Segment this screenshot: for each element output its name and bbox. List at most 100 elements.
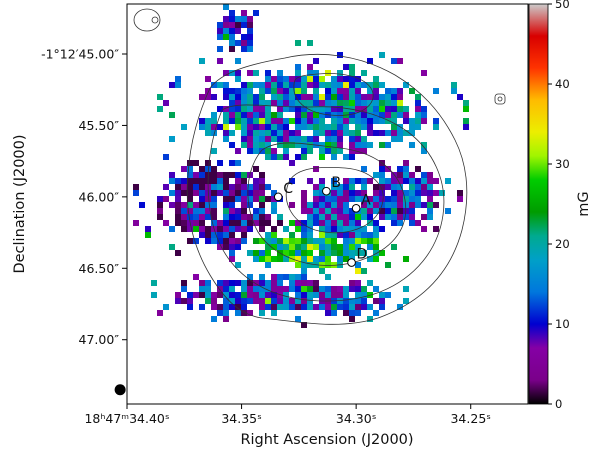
heatmap-cell: [265, 142, 271, 148]
heatmap-cell: [271, 88, 277, 94]
heatmap-cell: [247, 214, 253, 220]
heatmap-cell: [199, 166, 205, 172]
heatmap-cell: [403, 166, 409, 172]
heatmap-cell: [163, 154, 169, 160]
heatmap-cell: [247, 70, 253, 76]
heatmap-cell: [223, 292, 229, 298]
heatmap-cell: [373, 232, 379, 238]
heatmap-cell: [433, 226, 439, 232]
heatmap-cell: [301, 190, 307, 196]
contour-north-blob: [293, 73, 374, 116]
heatmap-cell: [367, 256, 373, 262]
heatmap-cell: [193, 202, 199, 208]
heatmap-cell: [271, 256, 277, 262]
heatmap-cell: [343, 94, 349, 100]
heatmap-cell: [175, 196, 181, 202]
heatmap-cell: [355, 94, 361, 100]
heatmap-cell: [295, 316, 301, 322]
heatmap-cell: [253, 178, 259, 184]
heatmap-cell: [241, 178, 247, 184]
heatmap-cell: [199, 178, 205, 184]
heatmap-cell: [379, 196, 385, 202]
heatmap-cell: [331, 250, 337, 256]
heatmap-cell: [259, 280, 265, 286]
heatmap-cell: [349, 178, 355, 184]
heatmap-cell: [253, 292, 259, 298]
heatmap-cell: [217, 190, 223, 196]
heatmap-cell: [331, 100, 337, 106]
heatmap-cell: [403, 190, 409, 196]
heatmap-cell: [343, 76, 349, 82]
heatmap-cell: [361, 100, 367, 106]
heatmap-cell: [301, 142, 307, 148]
heatmap-cell: [205, 226, 211, 232]
heatmap-cell: [373, 100, 379, 106]
heatmap-cell: [457, 94, 463, 100]
heatmap-cell: [283, 88, 289, 94]
heatmap-cell: [265, 82, 271, 88]
heatmap-cell: [349, 226, 355, 232]
heatmap-cell: [235, 28, 241, 34]
heatmap-cell: [349, 250, 355, 256]
heatmap-cell: [163, 184, 169, 190]
heatmap-cell: [391, 208, 397, 214]
heatmap-cell: [421, 118, 427, 124]
heatmap-cell: [409, 190, 415, 196]
heatmap-cell: [241, 22, 247, 28]
heatmap-cell: [247, 88, 253, 94]
heatmap-cell: [337, 226, 343, 232]
heatmap-cell: [415, 124, 421, 130]
heatmap-cell: [247, 274, 253, 280]
heatmap-cell: [391, 88, 397, 94]
heatmap-cell: [199, 286, 205, 292]
heatmap-cell: [307, 244, 313, 250]
heatmap-cell: [289, 178, 295, 184]
heatmap-cell: [247, 190, 253, 196]
heatmap-cell: [295, 100, 301, 106]
heatmap-cell: [343, 250, 349, 256]
heatmap-cell: [343, 298, 349, 304]
heatmap-cell: [367, 112, 373, 118]
heatmap-cell: [313, 130, 319, 136]
heatmap-cell: [307, 70, 313, 76]
heatmap-cell: [271, 292, 277, 298]
heatmap-cell: [271, 190, 277, 196]
heatmap-cell: [253, 142, 259, 148]
heatmap-cell: [307, 118, 313, 124]
heatmap-cell: [205, 286, 211, 292]
heatmap-cell: [265, 232, 271, 238]
heatmap-cell: [379, 292, 385, 298]
heatmap-cell: [211, 118, 217, 124]
heatmap-cell: [319, 238, 325, 244]
heatmap-cell: [205, 208, 211, 214]
heatmap-cell: [205, 76, 211, 82]
heatmap-cell: [301, 124, 307, 130]
heatmap-cell: [277, 124, 283, 130]
heatmap-cell: [241, 16, 247, 22]
heatmap-cell: [307, 94, 313, 100]
heatmap-cell: [349, 112, 355, 118]
heatmap-cell: [205, 214, 211, 220]
contour-inner: [247, 142, 407, 266]
heatmap-cell: [379, 130, 385, 136]
heatmap-cell: [349, 298, 355, 304]
heatmap-cell: [355, 298, 361, 304]
heatmap-cell: [409, 184, 415, 190]
heatmap-cell: [403, 298, 409, 304]
heatmap-cell: [361, 196, 367, 202]
heatmap-cell: [331, 208, 337, 214]
colorbar-tick-label: 20: [555, 237, 570, 251]
heatmap-cell: [391, 58, 397, 64]
heatmap-cell: [367, 214, 373, 220]
heatmap-cell: [289, 100, 295, 106]
heatmap-cell: [277, 298, 283, 304]
heatmap-cell: [205, 124, 211, 130]
heatmap-cell: [313, 220, 319, 226]
heatmap-cell: [319, 214, 325, 220]
heatmap-cell: [301, 250, 307, 256]
colorbar-tick-label: 30: [555, 157, 570, 171]
heatmap-cell: [259, 304, 265, 310]
heatmap-cell: [349, 118, 355, 124]
heatmap-cell: [325, 286, 331, 292]
heatmap-cell: [319, 262, 325, 268]
